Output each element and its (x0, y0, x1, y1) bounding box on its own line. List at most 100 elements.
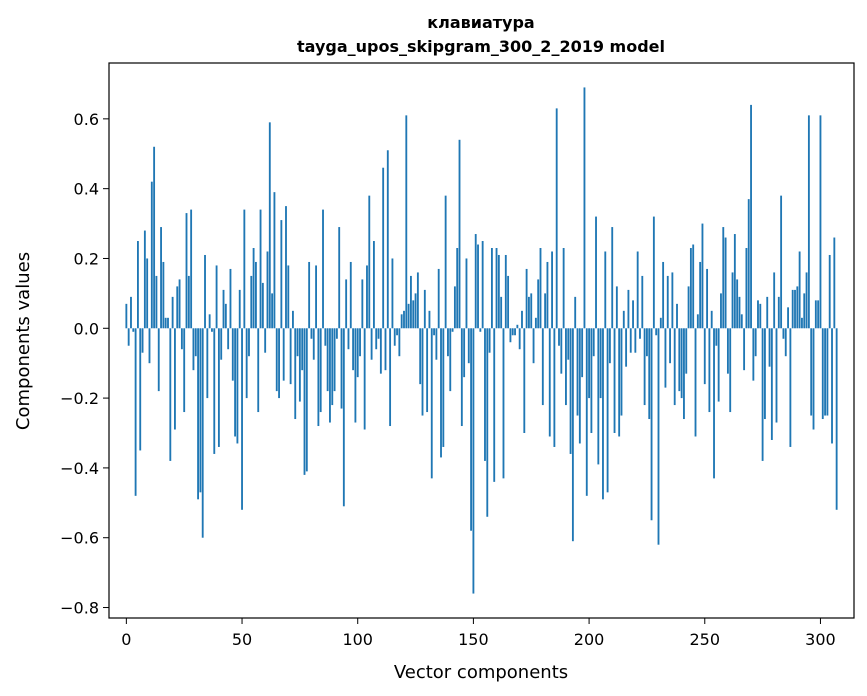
bar (620, 328, 623, 416)
bar (273, 192, 276, 329)
bar (597, 328, 600, 465)
bar (148, 328, 151, 364)
bar (729, 328, 732, 413)
bar (465, 258, 468, 329)
bar (252, 248, 255, 329)
bar (560, 328, 563, 374)
bar (493, 328, 496, 482)
bar (204, 254, 206, 329)
bar (817, 300, 820, 329)
bar (745, 248, 748, 329)
bar (798, 251, 801, 329)
bar (356, 328, 359, 378)
bar (562, 248, 565, 329)
bar (329, 328, 331, 423)
bar (819, 115, 822, 329)
bar (183, 328, 186, 413)
bar (305, 328, 308, 472)
bar (639, 328, 641, 339)
bar (460, 328, 463, 427)
bar (259, 209, 262, 329)
bar (548, 328, 551, 437)
bar (664, 328, 667, 388)
bar (773, 272, 776, 329)
bar (615, 286, 618, 329)
bar (155, 275, 158, 329)
bar (585, 328, 588, 496)
y-tick-label: 0.6 (74, 110, 99, 129)
bar (534, 317, 537, 329)
bar (234, 328, 237, 437)
bar (571, 328, 574, 542)
bar (162, 261, 165, 329)
bar (386, 150, 389, 329)
bar (345, 279, 348, 329)
bar (736, 279, 739, 329)
bar (567, 328, 570, 360)
bar (696, 314, 699, 329)
bar (608, 328, 611, 364)
bar (599, 328, 602, 399)
bar (643, 328, 646, 406)
x-tick-label: 50 (232, 630, 252, 649)
bar (565, 328, 567, 406)
bar (141, 328, 144, 353)
y-axis-label: Components values (13, 252, 34, 430)
bar (539, 248, 542, 329)
bar (370, 328, 373, 360)
bar (546, 261, 549, 329)
bar (433, 328, 435, 336)
bar (185, 213, 188, 329)
bar (312, 328, 315, 360)
bar (268, 122, 271, 329)
bar (521, 310, 523, 329)
bar (814, 300, 817, 329)
x-tick-label: 150 (458, 630, 489, 649)
bar (484, 328, 486, 461)
y-axis-ticks: −0.8 −0.6 −0.4 −0.2 0.0 0.2 0.4 0.6 (60, 110, 109, 618)
bar (655, 328, 658, 336)
bar (683, 328, 685, 420)
bar (335, 328, 338, 339)
bar (199, 328, 202, 493)
bar (396, 328, 398, 336)
bar (525, 268, 528, 329)
y-tick-label: 0.4 (74, 180, 99, 199)
bar (537, 279, 540, 329)
bar (472, 328, 475, 594)
bar (541, 328, 544, 406)
bar-series (125, 87, 838, 594)
bar (264, 328, 267, 353)
bar (178, 279, 181, 329)
bar (766, 296, 769, 329)
bar (701, 223, 704, 329)
bar (331, 328, 334, 406)
bar (532, 328, 535, 364)
bar (211, 328, 213, 332)
bar (319, 328, 322, 413)
bar (171, 296, 174, 329)
bar (782, 328, 785, 339)
bar (754, 328, 757, 357)
bar (747, 199, 750, 329)
bar (669, 328, 671, 364)
bar (236, 328, 239, 444)
bar (625, 328, 628, 367)
bar (340, 328, 343, 409)
x-tick-label: 250 (689, 630, 720, 649)
bar (217, 328, 220, 447)
bar (238, 289, 241, 329)
bar (164, 317, 167, 329)
bar (407, 303, 410, 329)
bar (372, 241, 375, 329)
bar (602, 328, 604, 500)
bar (717, 328, 720, 402)
bar (414, 293, 417, 329)
bar (470, 328, 473, 531)
bar (393, 328, 396, 346)
bar (127, 328, 130, 346)
bar (659, 317, 662, 329)
bar (722, 227, 725, 329)
bar (440, 328, 442, 458)
